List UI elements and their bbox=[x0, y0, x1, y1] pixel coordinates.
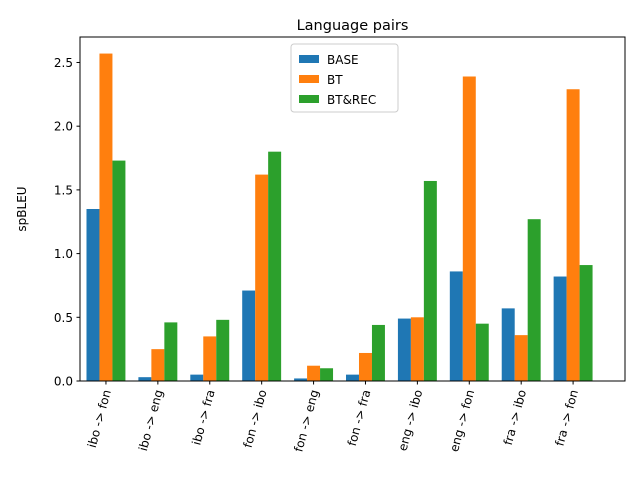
bar-bt-2 bbox=[203, 336, 217, 381]
legend-swatch bbox=[299, 95, 319, 103]
x-tick-label: fra -> fon bbox=[553, 388, 581, 447]
x-tick-label: ibo -> fon bbox=[85, 388, 114, 449]
y-tick-label: 0.0 bbox=[54, 375, 73, 389]
bar-bt-6 bbox=[410, 317, 424, 381]
x-tick-label: fon -> fra bbox=[345, 388, 373, 447]
x-tick-label: fon -> ibo bbox=[241, 388, 270, 449]
bar-bt-rec-0 bbox=[112, 160, 126, 381]
y-tick-label: 2.0 bbox=[54, 120, 73, 134]
bar-base-9 bbox=[553, 276, 567, 381]
legend-swatch bbox=[299, 55, 319, 63]
bar-bt-rec-3 bbox=[268, 151, 282, 381]
bar-base-3 bbox=[242, 290, 256, 381]
y-tick-label: 1.0 bbox=[54, 247, 73, 261]
bar-base-1 bbox=[138, 377, 152, 381]
bar-base-5 bbox=[346, 374, 359, 381]
bar-bt-rec-7 bbox=[475, 323, 489, 381]
bar-bt-5 bbox=[358, 352, 372, 381]
y-axis-label: spBLEU bbox=[15, 186, 29, 231]
bar-bt-rec-5 bbox=[371, 324, 385, 381]
bar-bt-rec-1 bbox=[164, 322, 178, 381]
y-axis: 0.0 0.5 1.0 1.5 2.0 2.5 bbox=[54, 56, 80, 389]
y-tick-label: 2.5 bbox=[54, 56, 73, 70]
x-tick-label: fra -> ibo bbox=[501, 388, 529, 447]
plot-frame bbox=[79, 36, 626, 382]
y-tick-label: 1.5 bbox=[54, 183, 73, 197]
legend-label: BASE bbox=[327, 53, 359, 67]
bar-bt-rec-6 bbox=[423, 180, 437, 381]
bar-bt-rec-4 bbox=[320, 368, 334, 381]
bar-bt-8 bbox=[514, 335, 528, 381]
bar-base-6 bbox=[397, 318, 411, 381]
bar-bt-0 bbox=[99, 53, 113, 382]
bar-bt-7 bbox=[462, 76, 476, 381]
bar-bt-9 bbox=[566, 89, 580, 382]
bar-base-2 bbox=[190, 374, 204, 381]
x-tick-label: eng -> ibo bbox=[395, 388, 425, 452]
legend: BASE BT BT&REC bbox=[290, 43, 399, 113]
legend-swatch bbox=[299, 75, 319, 83]
bar-bt-rec-8 bbox=[527, 219, 541, 381]
plot-bars bbox=[86, 53, 593, 382]
chart-title: Language pairs bbox=[297, 18, 409, 34]
bar-bt-4 bbox=[307, 365, 321, 381]
bar-bt-1 bbox=[151, 349, 165, 381]
legend-label: BT bbox=[327, 73, 343, 87]
x-tick-label: eng -> fon bbox=[447, 388, 477, 453]
x-tick-label: ibo -> fra bbox=[189, 388, 217, 447]
x-tick-label: ibo -> eng bbox=[136, 388, 166, 452]
bar-base-0 bbox=[86, 209, 100, 381]
legend-label: BT&REC bbox=[327, 93, 376, 107]
bar-base-8 bbox=[501, 308, 515, 381]
y-tick-label: 0.5 bbox=[54, 311, 73, 325]
bar-base-4 bbox=[294, 378, 308, 381]
bar-base-7 bbox=[449, 271, 463, 381]
bar-bt-rec-9 bbox=[579, 265, 593, 381]
bar-bt-3 bbox=[255, 174, 269, 381]
x-tick-label: fon -> eng bbox=[291, 388, 321, 453]
bar-bt-rec-2 bbox=[216, 319, 230, 381]
x-axis: ibo -> fon ibo -> eng ibo -> fra fon -> ibo… bbox=[85, 381, 581, 453]
